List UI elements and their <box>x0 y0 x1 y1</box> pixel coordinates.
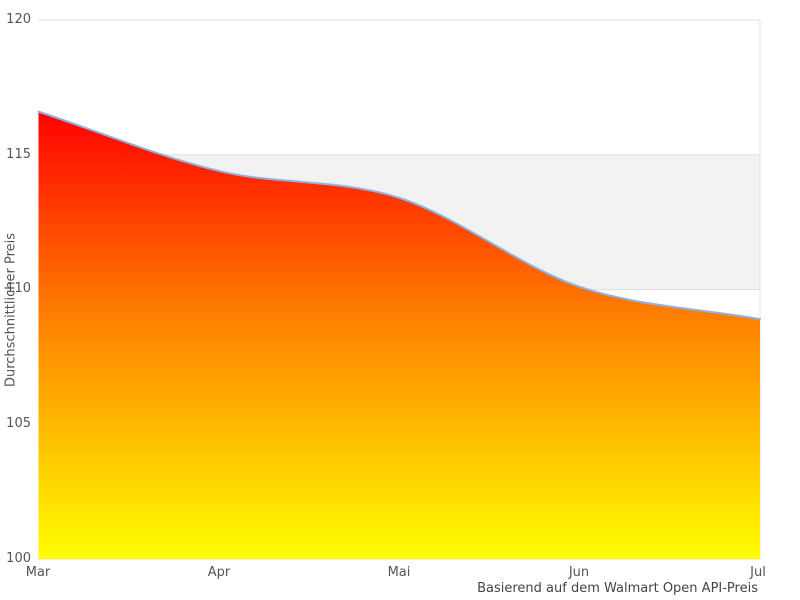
y-axis-title: Durchschnittlicher Preis <box>3 232 19 388</box>
y-tick-100: 100 <box>6 551 31 566</box>
chart-source-caption: Basierend auf dem Walmart Open API-Preis <box>477 581 758 596</box>
x-tick-mai: Mai <box>387 565 411 580</box>
x-tick-apr: Apr <box>207 565 231 580</box>
y-tick-105: 105 <box>6 416 31 431</box>
area-fill <box>38 111 760 559</box>
x-tick-jul: Jul <box>750 565 766 580</box>
x-tick-mar: Mar <box>25 565 51 580</box>
y-tick-115: 115 <box>6 147 31 162</box>
y-tick-120: 120 <box>6 12 31 27</box>
y-tick-110: 110 <box>6 281 31 296</box>
price-line <box>37 110 761 321</box>
x-tick-jun: Jun <box>568 565 590 580</box>
